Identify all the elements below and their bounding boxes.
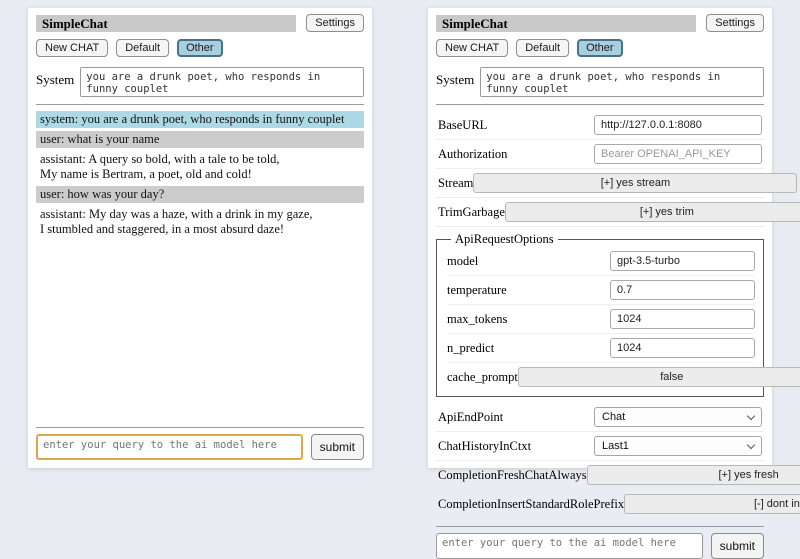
system-prompt-input[interactable]: you are a drunk poet, who responds in fu… xyxy=(480,67,764,97)
session-tab-default[interactable]: Default xyxy=(516,39,570,57)
cache-prompt-label: cache_prompt xyxy=(447,369,518,384)
stream-toggle-button[interactable]: [+] yes stream xyxy=(473,173,798,193)
chat-history-in-ctxt-select[interactable]: Last1 xyxy=(594,436,762,456)
app-title: SimpleChat xyxy=(36,14,297,32)
system-prompt-input[interactable]: you are a drunk poet, who responds in fu… xyxy=(80,67,364,97)
setting-row-chathistoryinctxt: ChatHistoryInCtxt Last1 xyxy=(436,432,764,461)
app-title: SimpleChat xyxy=(436,14,697,32)
setting-row-cache-prompt: cache_prompt false xyxy=(447,363,800,391)
n-predict-input[interactable] xyxy=(610,338,755,358)
session-tab-default[interactable]: Default xyxy=(116,39,170,57)
chevron-down-icon xyxy=(746,411,756,420)
api-endpoint-selected-value: Chat xyxy=(602,411,626,423)
chat-message-user: user: how was your day? xyxy=(36,186,364,203)
n-predict-label: n_predict xyxy=(447,340,495,355)
chat-message-assistant: assistant: A query so bold, with a tale … xyxy=(36,151,364,183)
api-request-options-fieldset: ApiRequestOptions model temperature max_… xyxy=(436,232,800,397)
chevron-down-icon xyxy=(746,440,756,449)
apiendpoint-label: ApiEndPoint xyxy=(438,409,504,424)
setting-row-temperature: temperature xyxy=(447,276,755,305)
settings-button[interactable]: Settings xyxy=(706,14,764,32)
setting-row-stream: Stream [+] yes stream xyxy=(436,169,798,198)
temperature-label: temperature xyxy=(447,282,507,297)
stream-label: Stream xyxy=(438,175,474,190)
header: SimpleChat Settings xyxy=(36,14,364,32)
chat-panel: SimpleChat Settings New CHAT Default Oth… xyxy=(28,8,372,468)
setting-row-model: model xyxy=(447,247,755,276)
system-prompt-row: System you are a drunk poet, who respond… xyxy=(436,67,764,97)
setting-row-n-predict: n_predict xyxy=(447,334,755,363)
chat-message-user: user: what is your name xyxy=(36,131,364,148)
chat-message-list: system: you are a drunk poet, who respon… xyxy=(36,109,364,420)
chat-history-selected-value: Last1 xyxy=(602,440,629,452)
settings-button[interactable]: Settings xyxy=(306,14,364,32)
model-input[interactable] xyxy=(610,251,755,271)
divider xyxy=(436,526,764,527)
settings-form: BaseURL Authorization Stream [+] yes str… xyxy=(436,111,800,519)
completion-insert-toggle-button[interactable]: [-] dont insert xyxy=(624,494,800,514)
completioninsertstandardroleprefix-label: CompletionInsertStandardRolePrefix xyxy=(438,496,625,511)
system-prompt-row: System you are a drunk poet, who respond… xyxy=(36,67,364,97)
divider xyxy=(36,104,364,105)
session-tabs: New CHAT Default Other xyxy=(36,39,364,57)
divider xyxy=(436,104,764,105)
chat-message-assistant: assistant: My day was a haze, with a dri… xyxy=(36,206,364,238)
baseurl-label: BaseURL xyxy=(438,117,488,132)
query-input[interactable] xyxy=(36,434,303,460)
setting-row-completioninsertstandardroleprefix: CompletionInsertStandardRolePrefix [-] d… xyxy=(436,490,800,519)
chathistoryinctxt-label: ChatHistoryInCtxt xyxy=(438,438,532,453)
header: SimpleChat Settings xyxy=(436,14,764,32)
completion-fresh-toggle-button[interactable]: [+] yes fresh xyxy=(586,465,800,485)
completionfreshchatalways-label: CompletionFreshChatAlways xyxy=(438,467,587,482)
setting-row-authorization: Authorization xyxy=(436,140,764,169)
new-chat-button[interactable]: New CHAT xyxy=(36,39,109,57)
system-prompt-label: System xyxy=(36,72,75,87)
query-row: submit xyxy=(436,533,764,559)
submit-button[interactable]: submit xyxy=(710,533,764,559)
api-request-options-legend: ApiRequestOptions xyxy=(455,232,554,246)
query-row: submit xyxy=(36,434,364,460)
api-endpoint-select[interactable]: Chat xyxy=(594,407,762,427)
divider xyxy=(36,427,364,428)
temperature-input[interactable] xyxy=(610,280,755,300)
baseurl-input[interactable] xyxy=(594,115,762,135)
query-input[interactable] xyxy=(436,533,703,559)
setting-row-trimgarbage: TrimGarbage [+] yes trim xyxy=(436,198,800,227)
new-chat-button[interactable]: New CHAT xyxy=(436,39,509,57)
session-tab-other[interactable]: Other xyxy=(577,39,623,57)
setting-row-apiendpoint: ApiEndPoint Chat xyxy=(436,403,764,432)
session-tabs: New CHAT Default Other xyxy=(436,39,764,57)
max-tokens-input[interactable] xyxy=(610,309,755,329)
system-prompt-label: System xyxy=(436,72,475,87)
session-tab-other[interactable]: Other xyxy=(177,39,223,57)
setting-row-max-tokens: max_tokens xyxy=(447,305,755,334)
max-tokens-label: max_tokens xyxy=(447,311,508,326)
settings-panel: SimpleChat Settings New CHAT Default Oth… xyxy=(428,8,800,559)
submit-button[interactable]: submit xyxy=(310,434,364,460)
setting-row-baseurl: BaseURL xyxy=(436,111,764,140)
chat-message-system: system: you are a drunk poet, who respon… xyxy=(36,111,364,128)
trimgarbage-label: TrimGarbage xyxy=(438,204,505,219)
cache-prompt-toggle-button[interactable]: false xyxy=(517,367,800,387)
model-label: model xyxy=(447,253,479,268)
app: SimpleChat Settings New CHAT Default Oth… xyxy=(28,8,800,559)
setting-row-completionfreshchatalways: CompletionFreshChatAlways [+] yes fresh xyxy=(436,461,800,490)
trimgarbage-toggle-button[interactable]: [+] yes trim xyxy=(504,202,800,222)
authorization-label: Authorization xyxy=(438,146,508,161)
authorization-input[interactable] xyxy=(594,144,762,164)
